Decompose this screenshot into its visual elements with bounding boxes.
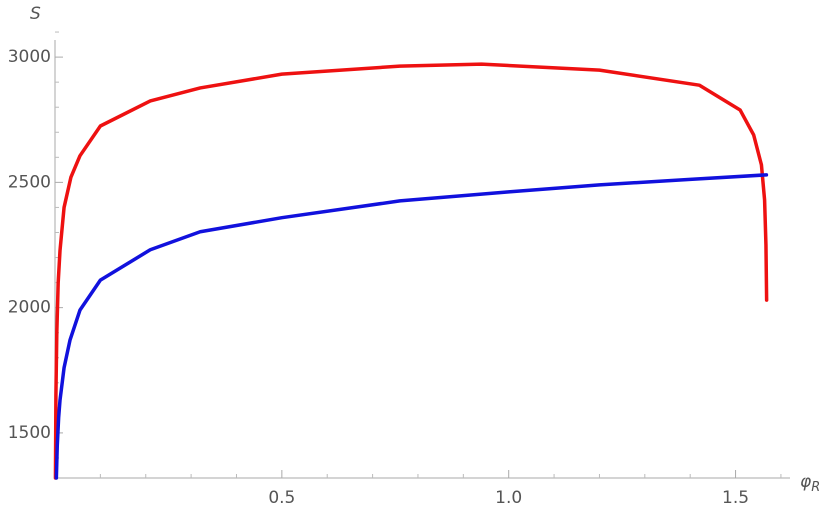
- x-tick-label: 1.0: [495, 488, 522, 508]
- y-tick-label: 2500: [8, 172, 51, 192]
- x-axis-label-main: φ: [800, 472, 812, 492]
- x-axis-label-subscript: R: [811, 480, 820, 495]
- x-tick-label: 1.5: [722, 488, 749, 508]
- y-tick-label: 3000: [8, 47, 51, 67]
- x-tick-label: 0.5: [268, 488, 295, 508]
- x-axis-label: φR: [800, 472, 820, 495]
- series-line: [53, 62, 769, 480]
- y-tick-label: 1500: [8, 423, 51, 443]
- series-line: [54, 173, 769, 480]
- y-axis-label: S: [30, 4, 41, 24]
- y-tick-label: 2000: [8, 298, 51, 318]
